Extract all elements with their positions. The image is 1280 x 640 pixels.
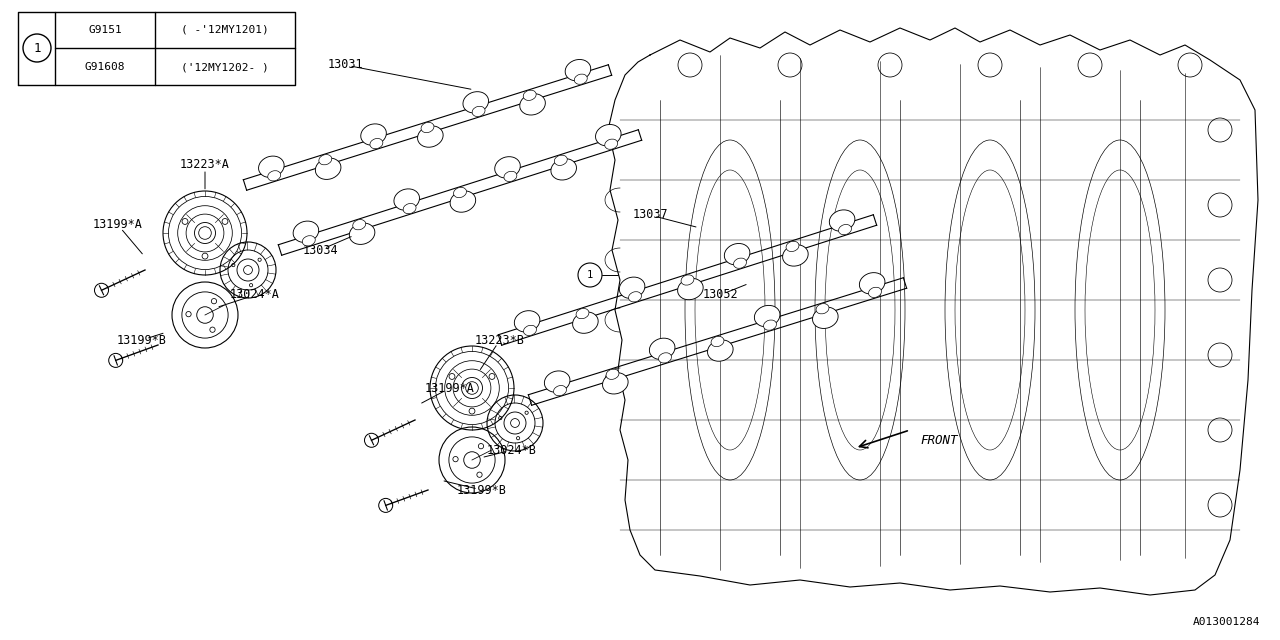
Text: 13037: 13037 [632, 209, 668, 221]
Ellipse shape [259, 156, 284, 177]
Ellipse shape [813, 307, 838, 328]
Ellipse shape [504, 172, 517, 182]
Ellipse shape [605, 369, 620, 380]
Ellipse shape [817, 303, 829, 314]
Ellipse shape [495, 157, 520, 178]
Ellipse shape [604, 139, 618, 149]
Ellipse shape [302, 236, 315, 246]
Ellipse shape [733, 258, 746, 268]
Ellipse shape [724, 243, 750, 265]
Text: G91608: G91608 [84, 62, 125, 72]
Text: ('12MY1202- ): ('12MY1202- ) [182, 62, 269, 72]
Ellipse shape [628, 292, 641, 302]
Text: ( -'12MY1201): ( -'12MY1201) [182, 25, 269, 35]
Ellipse shape [315, 158, 340, 179]
Ellipse shape [620, 277, 645, 298]
Ellipse shape [453, 188, 466, 198]
Ellipse shape [417, 126, 443, 147]
Text: 13223*B: 13223*B [475, 333, 525, 346]
Ellipse shape [786, 241, 799, 252]
Text: 13024*A: 13024*A [230, 289, 280, 301]
Text: 13199*B: 13199*B [116, 333, 166, 346]
Ellipse shape [544, 371, 570, 392]
Ellipse shape [764, 320, 777, 330]
Ellipse shape [677, 278, 703, 300]
Ellipse shape [782, 244, 808, 266]
Ellipse shape [658, 353, 672, 363]
Ellipse shape [524, 90, 536, 100]
Ellipse shape [869, 287, 882, 298]
Ellipse shape [268, 171, 280, 181]
Ellipse shape [829, 210, 855, 231]
Ellipse shape [403, 204, 416, 214]
Ellipse shape [681, 275, 694, 285]
Text: G9151: G9151 [88, 25, 122, 35]
Ellipse shape [463, 92, 489, 113]
Ellipse shape [394, 189, 420, 210]
Ellipse shape [524, 325, 536, 335]
Ellipse shape [520, 93, 545, 115]
Text: 13199*A: 13199*A [425, 381, 475, 394]
Ellipse shape [293, 221, 319, 243]
Ellipse shape [554, 155, 567, 165]
Ellipse shape [451, 191, 476, 212]
Ellipse shape [575, 74, 588, 84]
Ellipse shape [595, 125, 621, 146]
Ellipse shape [553, 385, 567, 396]
Ellipse shape [361, 124, 387, 145]
Ellipse shape [754, 305, 780, 326]
Text: 13199*A: 13199*A [93, 218, 143, 232]
Ellipse shape [319, 155, 332, 165]
Ellipse shape [603, 372, 628, 394]
Ellipse shape [649, 338, 675, 360]
Text: 1: 1 [586, 270, 593, 280]
Ellipse shape [710, 337, 724, 347]
Ellipse shape [566, 60, 591, 81]
Ellipse shape [421, 122, 434, 132]
Text: FRONT: FRONT [920, 433, 957, 447]
Ellipse shape [838, 225, 851, 235]
Ellipse shape [515, 310, 540, 332]
Text: 13052: 13052 [703, 289, 737, 301]
Ellipse shape [572, 312, 598, 333]
Ellipse shape [576, 308, 589, 319]
Text: 13034: 13034 [302, 243, 338, 257]
Text: 13031: 13031 [328, 58, 362, 72]
Ellipse shape [859, 273, 884, 294]
Ellipse shape [708, 340, 733, 361]
Text: 13223*A: 13223*A [180, 159, 230, 172]
Text: 1: 1 [33, 42, 41, 54]
Ellipse shape [370, 138, 383, 148]
Ellipse shape [349, 223, 375, 244]
Text: 13024*B: 13024*B [488, 444, 536, 456]
Text: 13199*B: 13199*B [457, 483, 507, 497]
Ellipse shape [550, 159, 576, 180]
Ellipse shape [472, 106, 485, 116]
Text: A013001284: A013001284 [1193, 617, 1260, 627]
Ellipse shape [353, 220, 366, 230]
